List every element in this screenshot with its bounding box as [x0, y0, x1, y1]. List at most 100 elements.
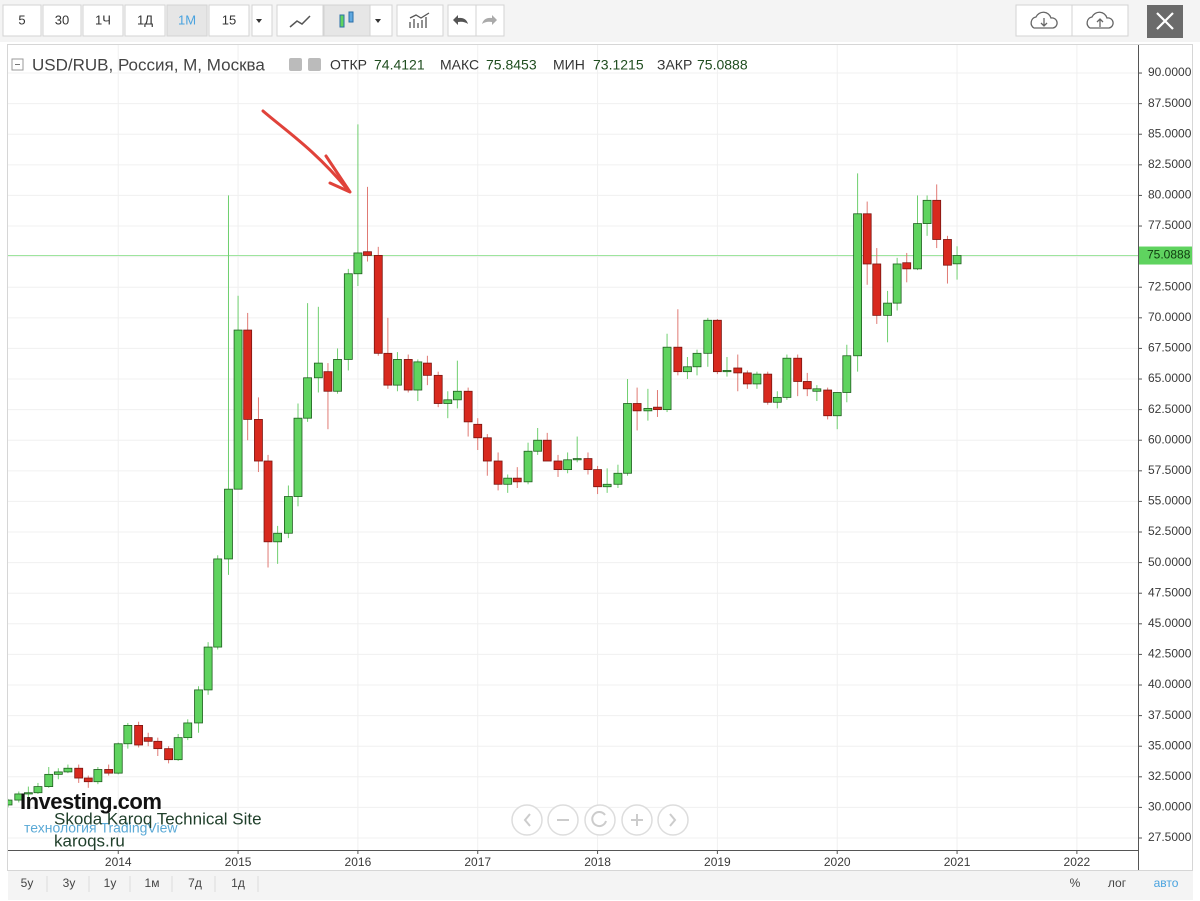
x-tick-label: 2018: [584, 855, 611, 869]
candle-body: [512, 477, 522, 483]
close-icon: [1156, 12, 1174, 30]
candle-body: [823, 389, 833, 417]
last-price-box: [1139, 246, 1192, 265]
candle-body: [872, 263, 882, 316]
scale-button[interactable]: %: [1070, 876, 1081, 890]
interval-button[interactable]: [208, 4, 250, 37]
candle-body: [653, 406, 662, 411]
scale-button[interactable]: авто: [1154, 876, 1179, 890]
range-button[interactable]: 7д: [188, 876, 202, 890]
candle-body: [53, 771, 63, 775]
candle-body: [83, 777, 93, 783]
candle-body: [932, 199, 942, 240]
interval-label: 1М: [178, 12, 196, 27]
reset-button[interactable]: [584, 804, 616, 836]
y-tick-label: 47.5000: [1148, 585, 1192, 599]
candle-body: [413, 361, 423, 391]
candle-body: [563, 459, 573, 470]
candle-body: [452, 390, 462, 401]
x-tick-label: 2022: [1064, 855, 1091, 869]
candle-body: [832, 392, 842, 417]
ohlc-label: ЗАКР: [657, 57, 692, 73]
dropdown-button[interactable]: [251, 4, 273, 37]
candle-body: [233, 329, 243, 490]
range-button[interactable]: 1y: [104, 876, 117, 890]
interval-label: 30: [55, 12, 69, 27]
scroll-right-button[interactable]: [657, 804, 689, 836]
x-tick-label: 2016: [345, 855, 372, 869]
interval-label: 1Д: [137, 12, 153, 27]
y-tick-label: 77.5000: [1148, 218, 1192, 232]
candle-body: [952, 255, 962, 265]
axes: 27.5000 30.0000 32.5000 35.0000 37.5000 40.00…: [105, 65, 1192, 869]
candle-body: [922, 199, 932, 224]
range-button[interactable]: 5y: [21, 876, 34, 890]
undo-button[interactable]: [447, 4, 477, 37]
grid: [8, 45, 1138, 850]
candle-body: [842, 355, 852, 393]
candle-body: [913, 223, 922, 270]
interval-button[interactable]: [82, 4, 124, 37]
range-button[interactable]: 1д: [231, 876, 245, 890]
candle-body: [44, 773, 54, 787]
y-tick-label: 60.0000: [1148, 432, 1192, 446]
candle-body: [273, 532, 283, 543]
ohlc-label: МАКС: [440, 57, 479, 73]
interval-button[interactable]: [2, 4, 42, 37]
y-tick-label: 80.0000: [1148, 188, 1192, 202]
candle-body: [463, 390, 473, 423]
y-tick-label: 67.5000: [1148, 341, 1192, 355]
candle-body: [293, 417, 303, 497]
candle-body: [224, 488, 233, 560]
candle-body: [853, 213, 862, 357]
range-button[interactable]: 3y: [63, 876, 76, 890]
interval-button[interactable]: [42, 4, 82, 37]
dropdown-button[interactable]: [369, 4, 393, 37]
y-tick-label: 52.5000: [1148, 524, 1192, 538]
scroll-left-button[interactable]: [511, 804, 543, 836]
candle-body: [14, 793, 24, 801]
interval-button[interactable]: [166, 4, 208, 37]
y-tick-label: 50.0000: [1148, 555, 1192, 569]
candle-body: [583, 458, 593, 470]
visibility-button[interactable]: [289, 58, 302, 71]
candle-chart-button[interactable]: [323, 4, 371, 37]
settings-button[interactable]: [308, 58, 321, 71]
y-tick-label: 70.0000: [1148, 310, 1192, 324]
candle-body: [602, 483, 612, 488]
candle-icon: [339, 14, 345, 28]
annotation-arrowhead: [324, 154, 352, 194]
candle-body: [183, 722, 193, 739]
watermark-tagline: технология TradingView: [24, 820, 178, 836]
y-tick-label: 65.0000: [1148, 371, 1192, 385]
candle-body: [254, 419, 263, 462]
candle-body: [862, 213, 872, 265]
y-tick-label: 32.5000: [1148, 769, 1192, 783]
candle-body: [243, 329, 253, 420]
annotation-arrow: [261, 109, 350, 192]
chart-frame: [7, 44, 1193, 871]
scale-button[interactable]: лог: [1108, 876, 1127, 890]
ohlc-legend: ОТКР 74.4121 МАКС 75.8453 МИН 73.1215 ЗАКР 75.0…: [330, 57, 748, 73]
y-tick-label: 37.5000: [1148, 708, 1192, 722]
range-button[interactable]: 1м: [145, 876, 160, 890]
y-tick-label: 55.0000: [1148, 494, 1192, 508]
x-tick-label: 2019: [704, 855, 731, 869]
candle-body: [123, 725, 133, 745]
candle-body: [802, 381, 812, 390]
candle-body: [194, 689, 203, 724]
line-chart-button[interactable]: [276, 4, 324, 37]
reset-icon: [591, 811, 607, 828]
candle-body: [902, 262, 912, 270]
interval-button[interactable]: [124, 4, 166, 37]
candle-body: [403, 359, 413, 391]
candle-body: [632, 403, 642, 412]
candle-icon: [348, 11, 354, 23]
candle-body: [93, 769, 103, 783]
ohlc-value: 73.1215: [593, 57, 644, 73]
interval-label: 5: [18, 12, 25, 27]
candle-body: [353, 252, 363, 275]
indicators-button[interactable]: [396, 4, 444, 37]
candle-body: [433, 374, 443, 404]
candle-body: [134, 725, 144, 746]
